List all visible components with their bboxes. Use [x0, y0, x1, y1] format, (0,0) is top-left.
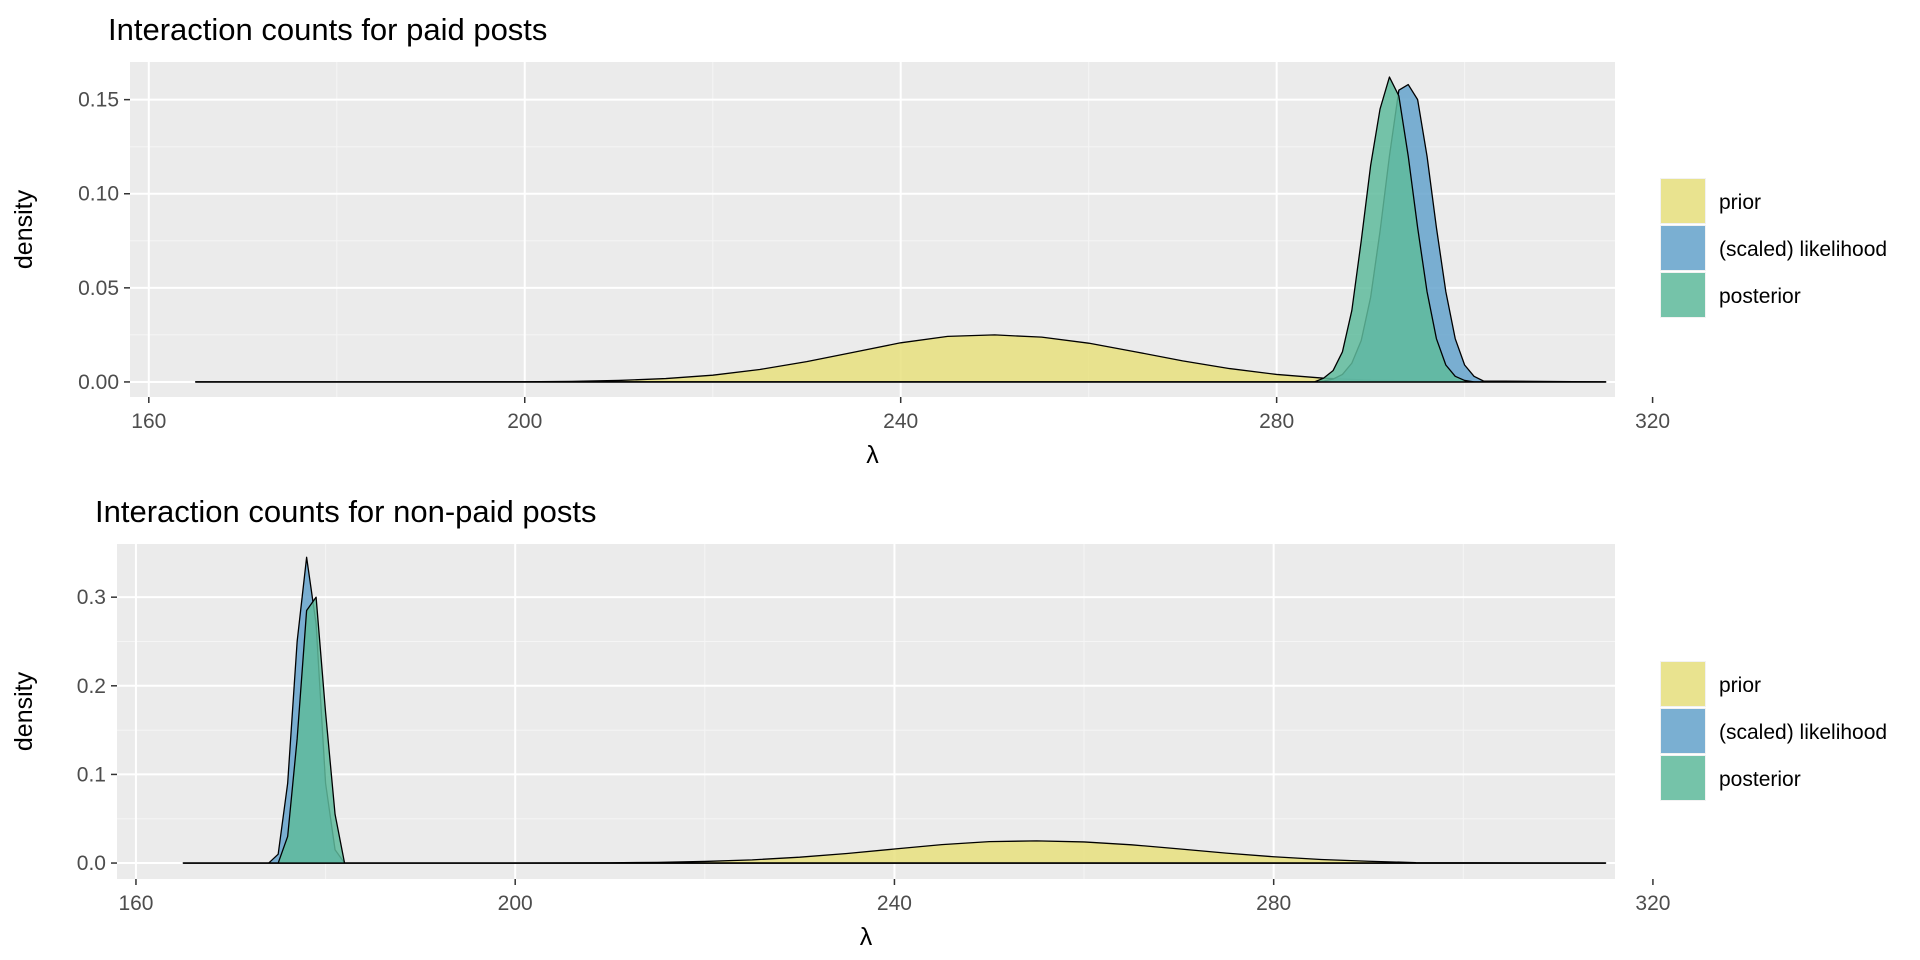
x-tick-label: 160 [131, 410, 166, 433]
chart-panel-2: 160 200 240 280 320 0.0 0.1 0.2 0.3 Interaction c… [10, 494, 1887, 951]
plot-background [117, 544, 1615, 879]
density-area-prior [182, 840, 1607, 864]
legend-label: prior [1719, 191, 1761, 214]
legend: prior (scaled) likelihood posterior [1660, 178, 1887, 318]
y-tick-label: 0.1 [77, 763, 106, 786]
x-tick-label: 320 [1635, 892, 1670, 915]
density-areas [182, 556, 1607, 864]
y-tick-label: 0.3 [77, 586, 106, 609]
y-axis-label: density [10, 189, 38, 269]
legend-swatch [1661, 709, 1705, 753]
x-axis-label: λ [860, 923, 873, 951]
x-tick-label: 200 [507, 410, 542, 433]
x-tick-label: 240 [883, 410, 918, 433]
x-tick-label: 280 [1256, 892, 1291, 915]
x-tick-label: 280 [1259, 410, 1294, 433]
legend-swatch [1661, 226, 1705, 270]
y-tick-label: 0.0 [77, 852, 106, 875]
y-tick-label: 0.15 [78, 89, 119, 112]
legend-swatch [1661, 179, 1705, 223]
density-area-posterior [195, 76, 1607, 383]
y-tick-label: 0.2 [77, 675, 106, 698]
legend-label: (scaled) likelihood [1719, 721, 1887, 744]
legend-swatch [1661, 273, 1705, 317]
legend: prior (scaled) likelihood posterior [1660, 661, 1887, 801]
y-tick-label: 0.00 [78, 371, 119, 394]
y-axis-label: density [10, 671, 38, 751]
legend-label: prior [1719, 674, 1761, 697]
legend-swatch [1661, 756, 1705, 800]
chart-panel-1: 160 200 240 280 320 0.00 0.05 0.10 0.15 Interacti… [10, 12, 1887, 469]
legend-label: posterior [1719, 768, 1801, 791]
x-axis-label: λ [866, 441, 879, 469]
y-tick-label: 0.10 [78, 183, 119, 206]
legend-swatch [1661, 662, 1705, 706]
chart-title: Interaction counts for paid posts [108, 12, 547, 47]
legend-label: posterior [1719, 285, 1801, 308]
chart-title: Interaction counts for non-paid posts [95, 494, 596, 529]
x-tick-label: 320 [1635, 410, 1670, 433]
x-tick-label: 240 [877, 892, 912, 915]
x-tick-label: 160 [118, 892, 153, 915]
x-tick-label: 200 [498, 892, 533, 915]
density-areas [195, 76, 1607, 383]
density-area-posterior [182, 596, 1607, 864]
legend-label: (scaled) likelihood [1719, 238, 1887, 261]
y-tick-label: 0.05 [78, 277, 119, 300]
